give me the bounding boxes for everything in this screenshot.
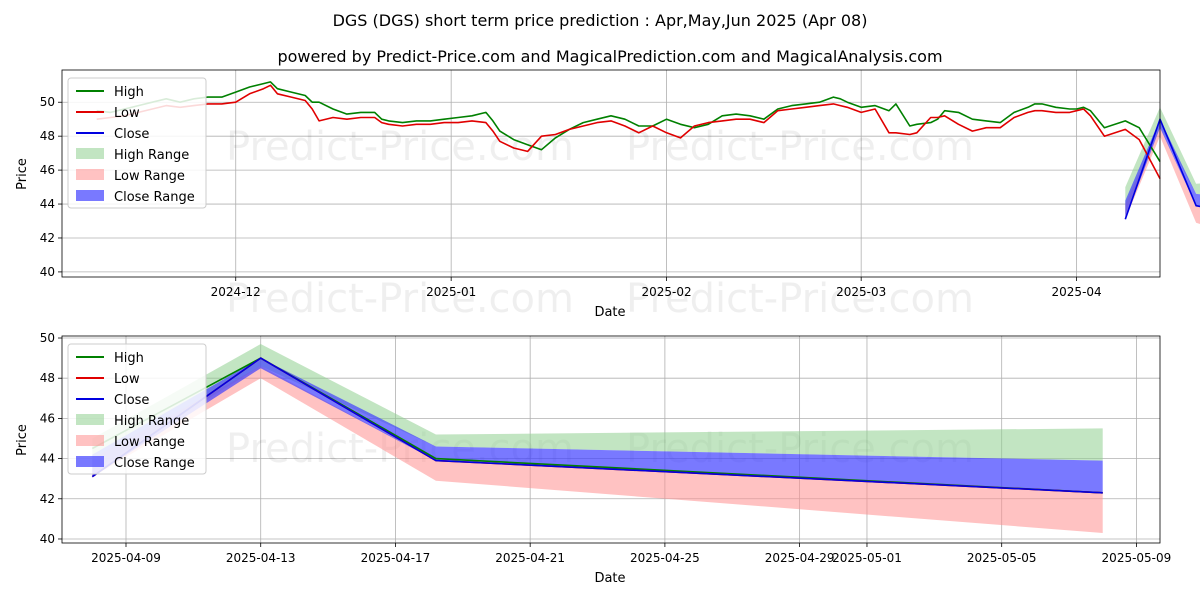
bottom-xtick-label: 2025-04-13 (226, 551, 296, 565)
top-legend: High Low Close High Range Low Range Close Ran… (67, 77, 207, 209)
top-legend-label: High Range (114, 148, 189, 163)
bottom-legend-label: High (114, 351, 144, 366)
bottom-low-range-band (92, 366, 1103, 533)
watermark-mid-left: Predict-Price.com (226, 276, 574, 322)
bottom-legend-swatch (76, 456, 104, 467)
top-legend-swatch (76, 190, 104, 201)
top-lines (96, 81, 1200, 220)
chart-title: DGS (DGS) short term price prediction : … (333, 11, 868, 30)
bottom-ranges (92, 344, 1103, 533)
bottom-close-range-band (92, 358, 1103, 493)
top-xtick-label: 2025-01 (426, 285, 476, 299)
bottom-xtick-label: 2025-05-05 (967, 551, 1037, 565)
bottom-ytick-label: 44 (40, 452, 55, 466)
top-ytick-label: 48 (40, 129, 55, 143)
top-ytick-label: 40 (40, 265, 55, 279)
bottom-legend-label: Low Range (114, 435, 185, 450)
top-legend-label: Low (114, 106, 140, 121)
bottom-xtick-label: 2025-04-21 (495, 551, 565, 565)
bottom-legend-label: High Range (114, 414, 189, 429)
top-close-line (1124, 118, 1200, 220)
top-history-chart: Predict-Price.com Predict-Price.com 2024… (15, 69, 1200, 320)
top-grid (62, 70, 1160, 277)
top-legend-label: Close (114, 127, 149, 142)
bottom-high-range-band (92, 344, 1103, 471)
top-legend-swatch (76, 169, 104, 180)
top-ylabel: Price (15, 158, 30, 190)
top-legend-swatch (76, 148, 104, 159)
top-low-line (96, 84, 1161, 179)
bottom-legend: High Low Close High Range Low Range Close Ran… (67, 343, 207, 475)
top-xtick-label: 2025-04 (1052, 285, 1102, 299)
bottom-ytick-label: 48 (40, 371, 55, 385)
bottom-forecast-chart: Predict-Price.com Predict-Price.com Pred… (15, 276, 1171, 586)
bottom-ytick-label: 50 (40, 331, 55, 345)
bottom-ytick-label: 46 (40, 411, 55, 425)
watermark-top-left: Predict-Price.com (226, 124, 574, 170)
bottom-ytick-label: 42 (40, 492, 55, 506)
top-ytick-label: 46 (40, 163, 55, 177)
bottom-legend-label: Close (114, 393, 149, 408)
bottom-xtick-label: 2025-04-17 (361, 551, 431, 565)
bottom-ylabel: Price (15, 424, 30, 456)
chart-subtitle: powered by Predict-Price.com and Magical… (277, 47, 942, 66)
top-plot-frame (61, 69, 1161, 278)
top-legend-label: Close Range (114, 190, 195, 205)
watermark-mid-right: Predict-Price.com (626, 276, 974, 322)
top-xlabel: Date (594, 305, 625, 320)
bottom-legend-label: Low (114, 372, 140, 387)
bottom-xtick-label: 2025-04-29 (765, 551, 835, 565)
top-low-range-band (1125, 126, 1200, 224)
top-xtick-label: 2025-02 (642, 285, 692, 299)
top-ytick-label: 42 (40, 231, 55, 245)
top-xtick-label: 2024-12 (211, 285, 261, 299)
bottom-ytick-label: 40 (40, 532, 55, 546)
bottom-legend-label: Close Range (114, 456, 195, 471)
bottom-plot-frame (61, 335, 1161, 544)
bottom-xlabel: Date (594, 571, 625, 586)
top-ytick-label: 44 (40, 197, 55, 211)
top-legend-label: High (114, 85, 144, 100)
bottom-xtick-label: 2025-04-09 (91, 551, 161, 565)
bottom-xtick-label: 2025-05-09 (1102, 551, 1172, 565)
top-legend-label: Low Range (114, 169, 185, 184)
top-ytick-label: 50 (40, 95, 55, 109)
bottom-xtick-label: 2025-05-01 (832, 551, 902, 565)
bottom-ticks: 2025-04-09 2025-04-13 2025-04-17 2025-04-21… (40, 331, 1172, 565)
bottom-legend-swatch (76, 435, 104, 446)
top-high-line (96, 81, 1161, 163)
top-xtick-label: 2025-03 (836, 285, 886, 299)
bottom-legend-swatch (76, 414, 104, 425)
top-ticks: 2024-12 2025-01 2025-02 2025-03 2025-04 40 42 4… (40, 95, 1102, 299)
top-close-range-band (1125, 119, 1200, 220)
bottom-xtick-label: 2025-04-25 (630, 551, 700, 565)
watermark-top-right: Predict-Price.com (626, 124, 974, 170)
